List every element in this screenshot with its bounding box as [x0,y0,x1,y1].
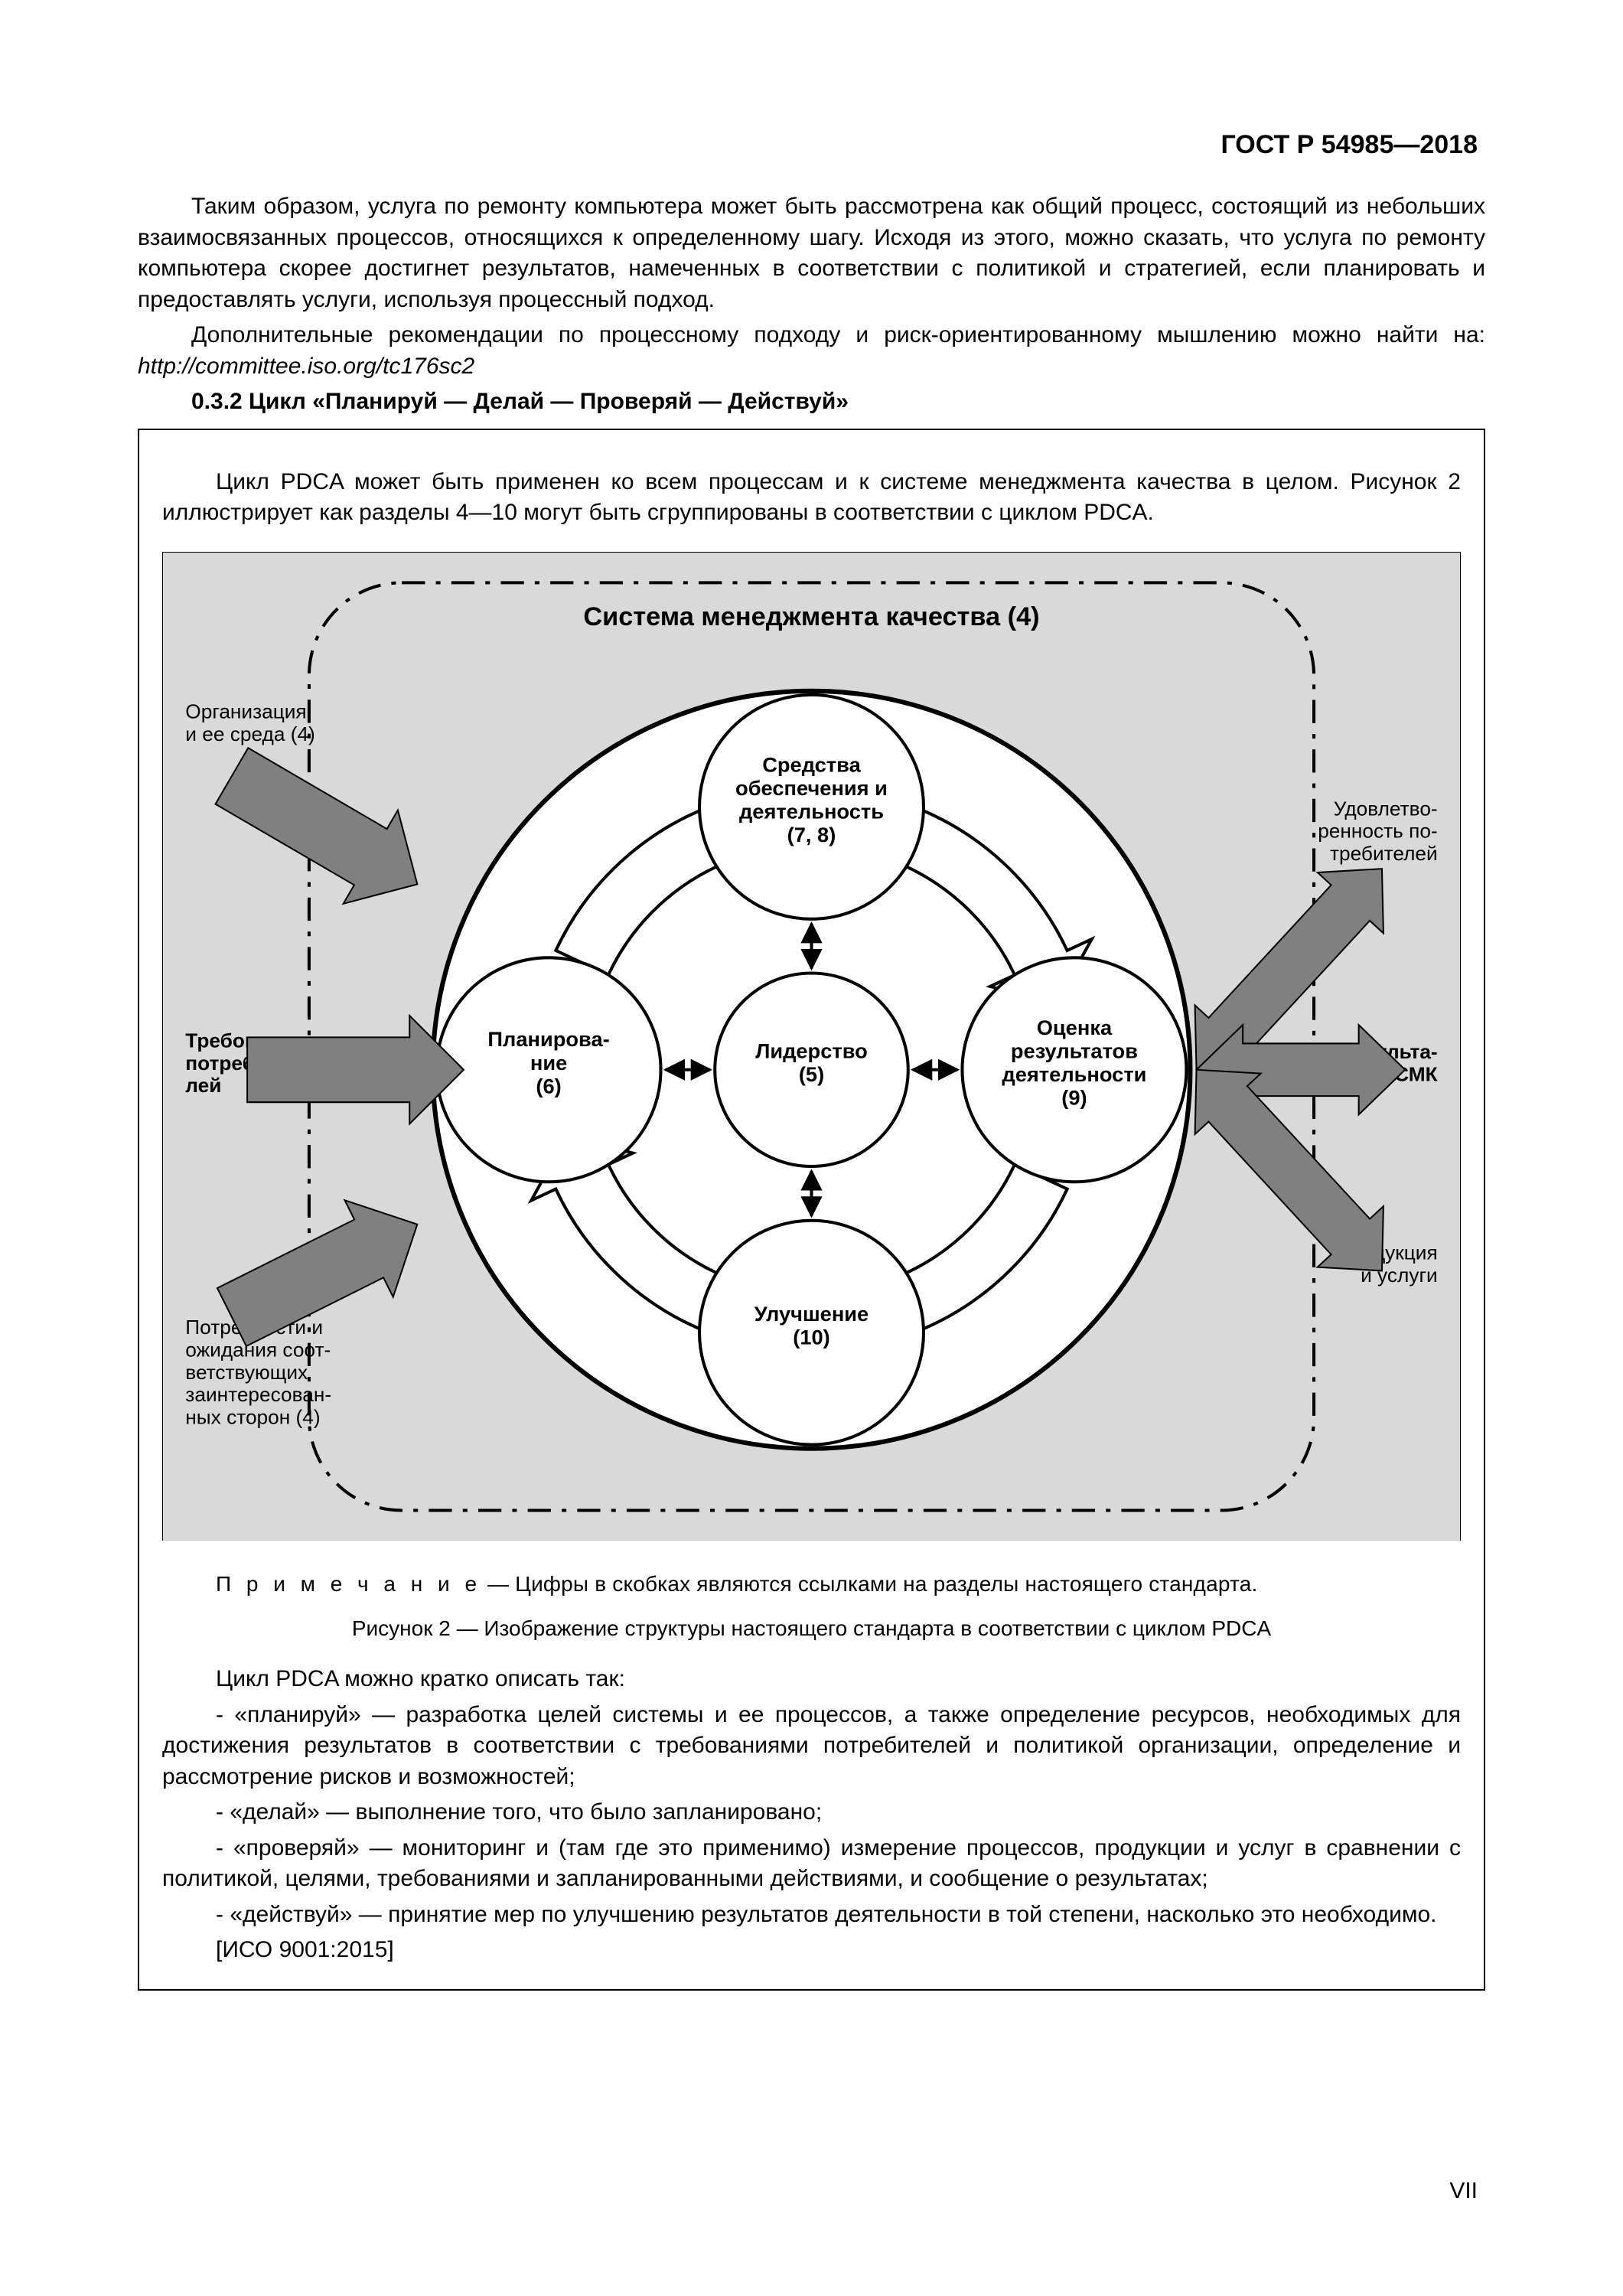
paragraph-2: Дополнительные рекомендации по процессно… [138,320,1485,382]
note-text: — Цифры в скобках являются ссылками на р… [481,1572,1257,1596]
paragraph-1: Таким образом, услуга по ремонту компьют… [138,191,1485,315]
brief-block: Цикл PDCA можно кратко описать так: - «п… [162,1664,1461,1966]
pdca-diagram: Система менеджмента качества (4)Средства… [162,552,1461,1545]
bullet-plan: - «планируй» — разработка целей системы … [162,1700,1461,1793]
note: П р и м е ч а н и е — Цифры в скобках яв… [216,1572,1461,1596]
figure-caption: Рисунок 2 — Изображение структуры настоя… [162,1616,1461,1641]
brief-intro: Цикл PDCA можно кратко описать так: [162,1664,1461,1695]
note-prefix: П р и м е ч а н и е [216,1572,481,1596]
framed-block: Цикл PDCA может быть применен ко всем пр… [138,429,1485,1991]
section-heading: 0.3.2 Цикл «Планируй — Делай — Проверяй … [138,386,1485,418]
bullet-act: - «действуй» — принятие мер по улучшению… [162,1900,1461,1931]
page-number: VII [1449,2178,1478,2204]
reference: [ИСО 9001:2015] [162,1935,1461,1966]
bullet-check: - «проверяй» — мониторинг и (там где это… [162,1833,1461,1895]
prose-block: Таким образом, услуга по ремонту компьют… [138,191,1485,418]
page: ГОСТ Р 54985—2018 Таким образом, услуга … [0,0,1623,2296]
svg-text:Организацияи ее среда (4): Организацияи ее среда (4) [185,700,314,745]
url-link[interactable]: http://committee.iso.org/tc176sc2 [138,354,474,379]
framed-intro: Цикл PDCA может быть применен ко всем пр… [162,467,1461,529]
bullet-do: - «делай» — выполнение того, что было за… [162,1797,1461,1828]
document-id: ГОСТ Р 54985—2018 [1221,130,1478,160]
paragraph-2-text: Дополнительные рекомендации по процессно… [191,322,1485,347]
svg-text:Система менеджмента качества (: Система менеджмента качества (4) [583,602,1039,631]
svg-text:Удовлетво-ренность по-требител: Удовлетво-ренность по-требителей [1318,797,1437,865]
